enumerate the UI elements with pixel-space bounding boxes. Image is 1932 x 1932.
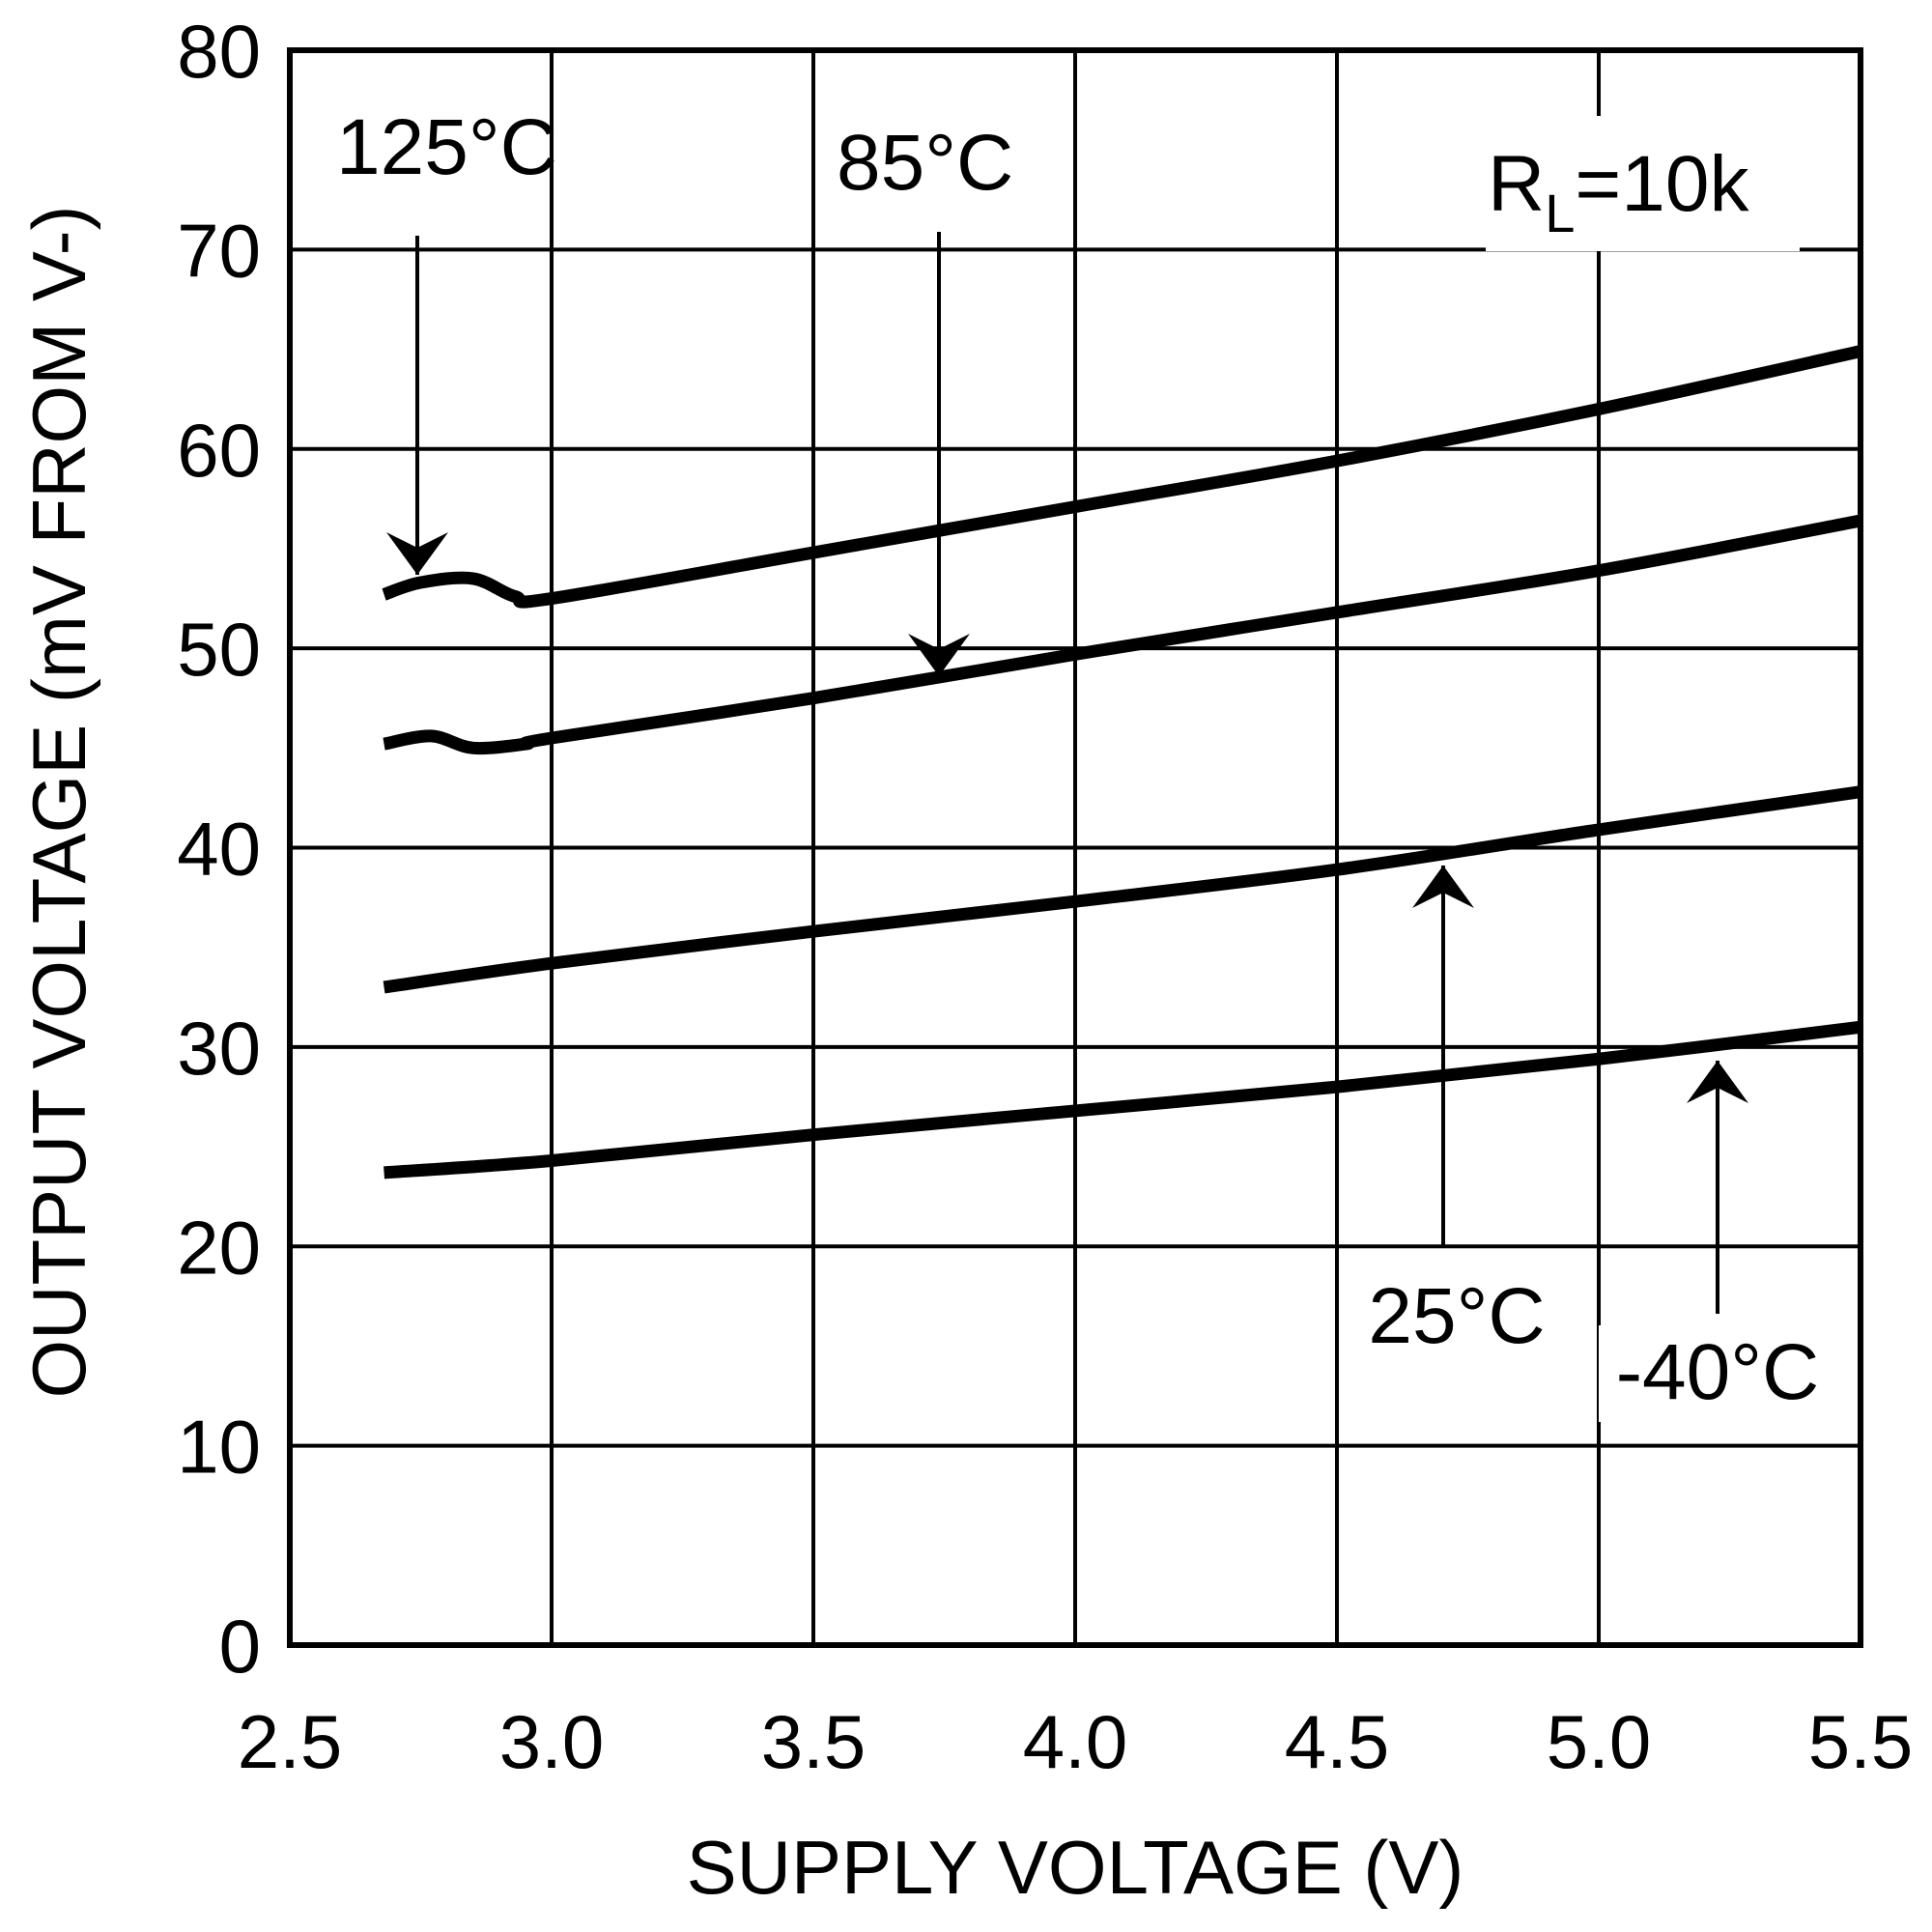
note-subscript: L — [1545, 183, 1575, 243]
y-tick-label: 80 — [177, 9, 261, 94]
series-lines — [382, 345, 1862, 1179]
plot-frame — [287, 47, 1863, 1648]
annotation-arrowhead — [1687, 1061, 1748, 1103]
annotation-arrowhead — [908, 634, 970, 676]
series-line-85c — [383, 514, 1862, 755]
y-axis-title: OUTPUT VOLTAGE (mV FROM V-) — [16, 205, 101, 1398]
annotation-arrowhead — [1412, 866, 1474, 908]
x-tick-label: 5.0 — [1547, 1699, 1651, 1784]
load-resistance-note: RL=10k — [1488, 140, 1749, 243]
note-suffix: =10k — [1575, 140, 1749, 228]
annotation-label-minus-40c: -40°C — [1616, 1328, 1820, 1416]
annotation-backing — [1599, 1325, 1840, 1422]
y-tick-label: 30 — [177, 1006, 261, 1091]
annotation-backing — [1352, 1265, 1555, 1362]
annotation-label-25c: 25°C — [1368, 1272, 1545, 1360]
x-tick-label: 3.5 — [761, 1699, 866, 1784]
x-tick-label: 4.0 — [1023, 1699, 1127, 1784]
series-line-125c — [382, 345, 1862, 609]
annotation-label-125c: 125°C — [336, 103, 557, 191]
y-tick-label: 60 — [177, 408, 261, 493]
annotations: 125°C 85°C 25°C -40°C — [336, 103, 1840, 1422]
y-tick-label: 20 — [177, 1205, 261, 1290]
series-line-minus-40c — [384, 1020, 1861, 1179]
series-line-25c — [383, 785, 1861, 994]
annotation-label-85c: 85°C — [837, 119, 1013, 207]
y-tick-label: 10 — [177, 1405, 261, 1490]
x-tick-label: 3.0 — [499, 1699, 604, 1784]
tick-labels: 2.5 3.0 3.5 4.0 4.5 5.0 5.5 0 10 20 30 40 50 60 70 80 — [177, 9, 1913, 1784]
y-tick-label: 70 — [177, 208, 261, 293]
x-tick-label: 2.5 — [238, 1699, 342, 1784]
note-prefix: R — [1488, 140, 1545, 228]
y-tick-label: 40 — [177, 807, 261, 892]
note-backing — [1486, 116, 1800, 251]
x-tick-label: 4.5 — [1285, 1699, 1389, 1784]
annotation-arrowhead — [386, 532, 448, 575]
y-tick-label: 50 — [177, 607, 261, 692]
y-tick-label: 0 — [219, 1604, 261, 1689]
x-axis-title: SUPPLY VOLTAGE (V) — [687, 1825, 1464, 1910]
x-tick-label: 5.5 — [1808, 1699, 1913, 1784]
